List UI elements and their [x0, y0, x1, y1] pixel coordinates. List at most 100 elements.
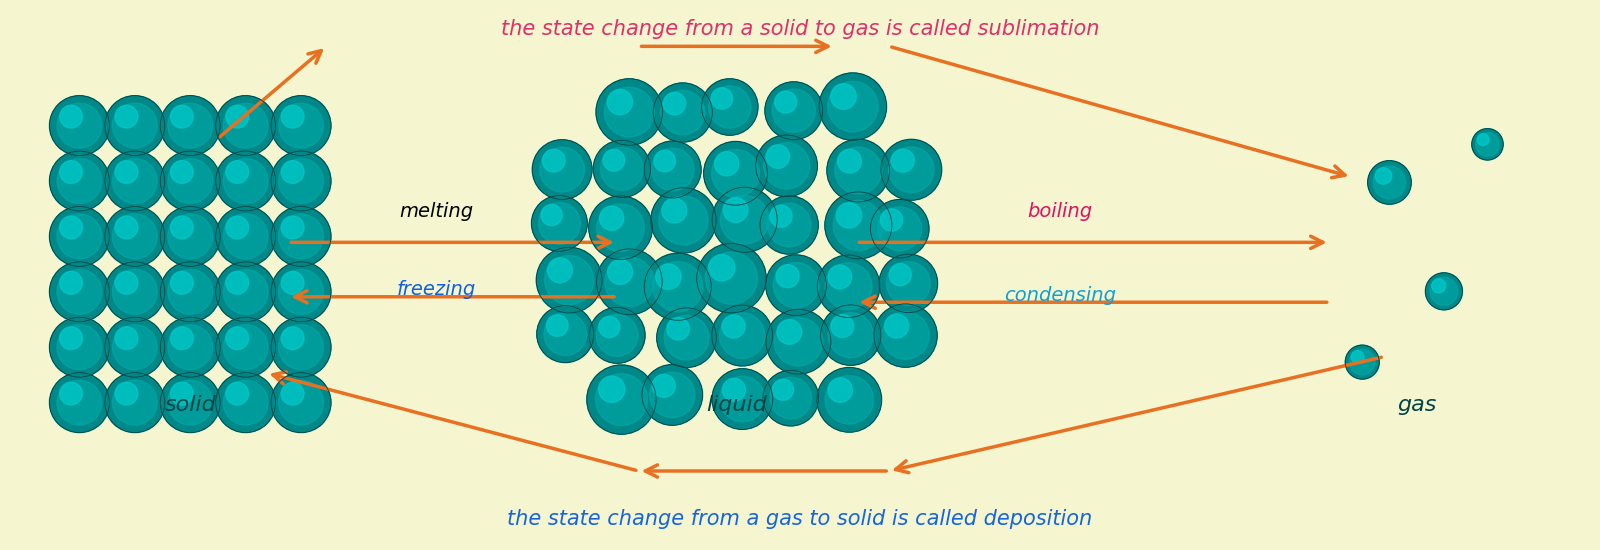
Circle shape — [760, 196, 818, 254]
Circle shape — [282, 327, 304, 350]
Circle shape — [168, 103, 213, 148]
Circle shape — [598, 316, 619, 338]
Circle shape — [168, 158, 213, 204]
Circle shape — [605, 87, 654, 137]
Circle shape — [58, 270, 102, 314]
Circle shape — [282, 216, 304, 239]
Circle shape — [605, 257, 654, 306]
Circle shape — [222, 214, 269, 259]
Circle shape — [664, 92, 686, 115]
Text: melting: melting — [398, 201, 474, 221]
Circle shape — [536, 306, 594, 362]
Circle shape — [115, 272, 138, 294]
Circle shape — [589, 307, 645, 363]
Circle shape — [598, 376, 626, 403]
Circle shape — [723, 197, 747, 222]
Circle shape — [226, 216, 248, 239]
Circle shape — [827, 265, 851, 289]
Circle shape — [587, 365, 656, 434]
Circle shape — [766, 145, 790, 168]
Circle shape — [168, 324, 213, 370]
Circle shape — [651, 188, 717, 253]
Circle shape — [539, 147, 584, 192]
Circle shape — [270, 206, 331, 266]
Circle shape — [755, 135, 818, 197]
Circle shape — [1432, 279, 1446, 293]
Circle shape — [870, 200, 930, 258]
Circle shape — [773, 89, 816, 133]
Circle shape — [706, 252, 757, 304]
Circle shape — [160, 317, 221, 377]
Circle shape — [709, 255, 734, 281]
Circle shape — [826, 263, 872, 310]
Circle shape — [818, 367, 882, 432]
Circle shape — [106, 206, 165, 266]
Circle shape — [774, 91, 797, 113]
Circle shape — [533, 140, 592, 200]
Circle shape — [59, 105, 83, 128]
Circle shape — [222, 324, 269, 370]
Circle shape — [106, 151, 165, 211]
Circle shape — [819, 73, 886, 140]
Circle shape — [50, 96, 109, 156]
Circle shape — [216, 373, 275, 432]
Circle shape — [106, 262, 165, 322]
Circle shape — [1477, 134, 1490, 146]
Circle shape — [282, 161, 304, 183]
Circle shape — [112, 380, 157, 425]
Text: boiling: boiling — [1027, 201, 1093, 221]
Circle shape — [171, 161, 194, 183]
Circle shape — [603, 150, 624, 171]
Circle shape — [106, 373, 165, 432]
Circle shape — [1373, 166, 1406, 199]
Circle shape — [827, 139, 890, 202]
Circle shape — [270, 317, 331, 377]
Circle shape — [720, 195, 770, 244]
Circle shape — [890, 263, 912, 286]
Circle shape — [58, 214, 102, 259]
Circle shape — [597, 79, 662, 145]
Circle shape — [709, 86, 750, 128]
Circle shape — [544, 256, 594, 305]
Circle shape — [651, 148, 694, 191]
Circle shape — [226, 105, 248, 128]
Circle shape — [722, 378, 746, 402]
Circle shape — [827, 81, 878, 132]
Circle shape — [270, 262, 331, 322]
Circle shape — [835, 147, 882, 194]
Circle shape — [270, 96, 331, 156]
Circle shape — [597, 249, 662, 315]
Circle shape — [168, 270, 213, 314]
Circle shape — [115, 327, 138, 350]
Text: the state change from a gas to solid is called deposition: the state change from a gas to solid is … — [507, 509, 1093, 529]
Circle shape — [1430, 277, 1458, 305]
Circle shape — [720, 313, 765, 359]
Circle shape — [712, 150, 760, 197]
Circle shape — [1472, 129, 1502, 160]
Circle shape — [774, 317, 822, 366]
Circle shape — [50, 317, 109, 377]
Circle shape — [226, 272, 248, 294]
Circle shape — [115, 216, 138, 239]
Circle shape — [597, 204, 645, 251]
Circle shape — [171, 327, 194, 350]
Circle shape — [536, 248, 602, 313]
Circle shape — [885, 314, 909, 338]
Circle shape — [650, 372, 694, 417]
Text: solid: solid — [165, 395, 216, 415]
Circle shape — [720, 376, 765, 422]
Circle shape — [112, 270, 157, 314]
Circle shape — [547, 258, 573, 283]
Circle shape — [59, 327, 83, 350]
Circle shape — [1346, 345, 1379, 379]
Circle shape — [778, 320, 802, 344]
Circle shape — [58, 158, 102, 204]
Circle shape — [222, 158, 269, 204]
Circle shape — [216, 151, 275, 211]
Circle shape — [834, 200, 883, 250]
Circle shape — [597, 315, 638, 356]
Circle shape — [171, 216, 194, 239]
Circle shape — [171, 272, 194, 294]
Circle shape — [770, 377, 811, 419]
Circle shape — [59, 382, 83, 405]
